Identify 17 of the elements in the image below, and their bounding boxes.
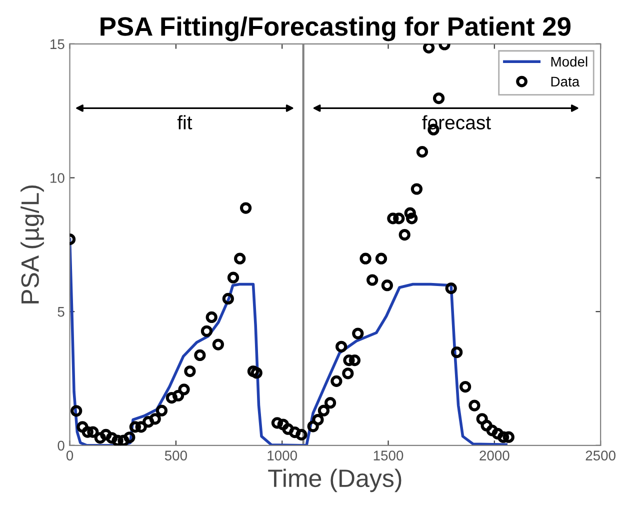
- x-tick-label: 0: [66, 450, 74, 460]
- x-tick-label: 1000: [268, 450, 297, 460]
- x-tick-label: 2000: [480, 450, 510, 460]
- annotation: fit: [177, 115, 192, 130]
- x-tick-label: 500: [164, 450, 187, 460]
- chart-title: PSA Fitting/Forecasting for Patient 29: [100, 16, 571, 42]
- y-axis-title: PSA (µg/L): [20, 186, 44, 304]
- legend-label: Model: [551, 56, 588, 67]
- y-tick-label: 15: [50, 39, 64, 50]
- x-tick-label: 2500: [586, 450, 616, 460]
- annotation: forecast: [422, 115, 491, 130]
- y-tick-label: 10: [50, 173, 64, 183]
- x-axis-title: Time (Days): [268, 468, 402, 492]
- legend-label: Data: [551, 76, 580, 87]
- y-tick-label: 0: [58, 440, 64, 451]
- y-tick-label: 5: [58, 307, 64, 317]
- x-tick-label: 1500: [374, 450, 404, 460]
